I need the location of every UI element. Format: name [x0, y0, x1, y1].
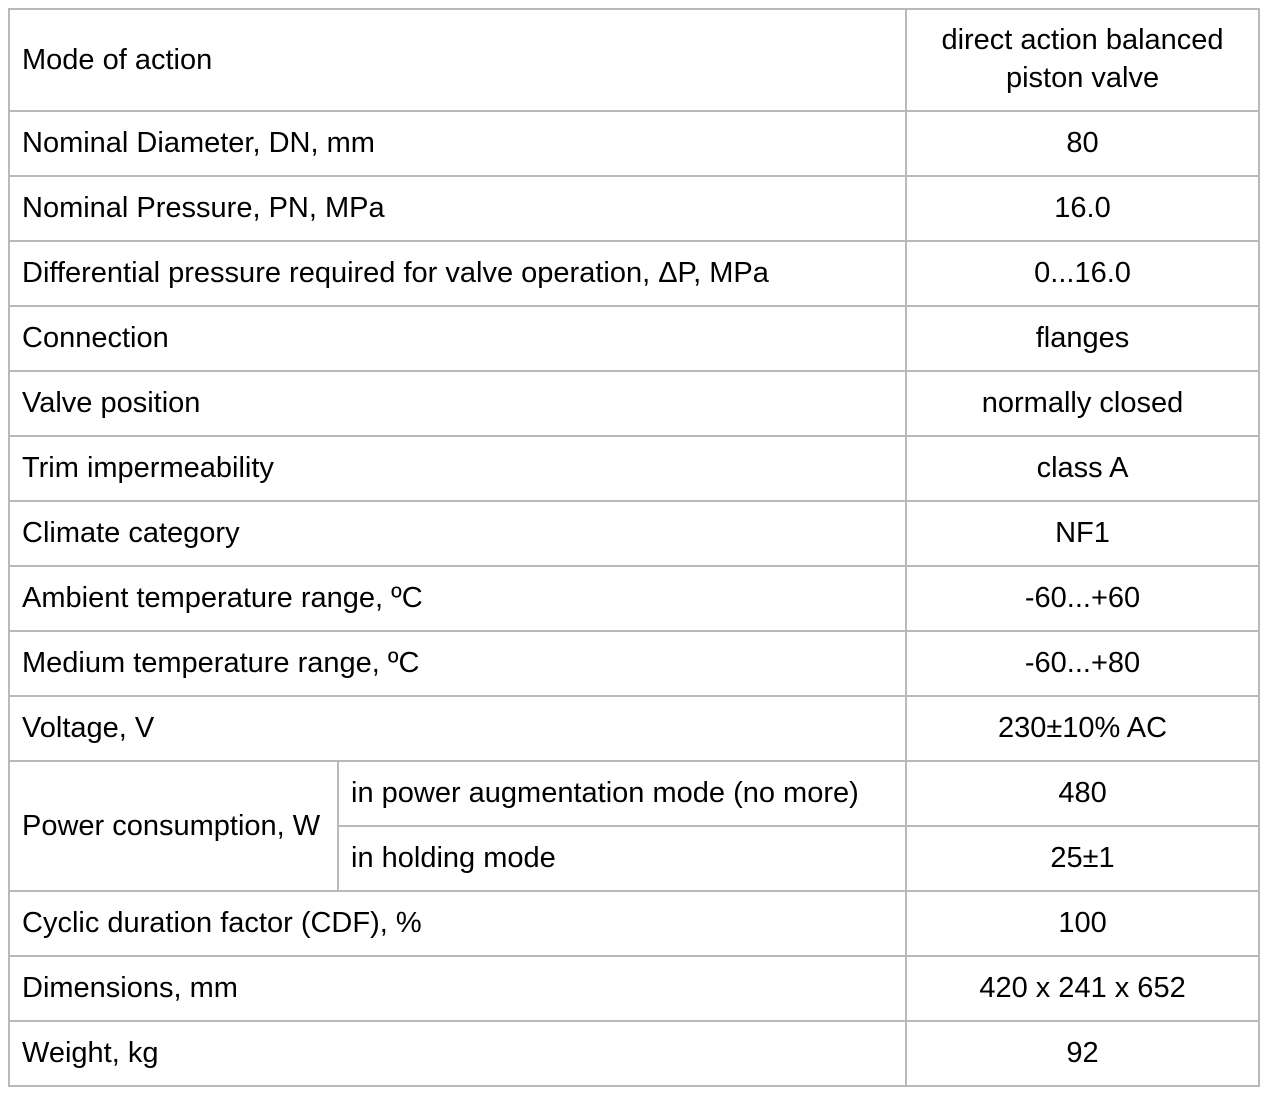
row-label: Climate category: [7, 500, 908, 567]
row-value: 80: [905, 110, 1261, 177]
row-sublabel: in power augmentation mode (no more): [336, 760, 908, 827]
table-row: Voltage, V 230±10% AC: [7, 695, 1261, 762]
row-value: flanges: [905, 305, 1261, 372]
table-row: Valve position normally closed: [7, 370, 1261, 437]
row-label: Valve position: [7, 370, 908, 437]
row-value: 92: [905, 1020, 1261, 1087]
table-row: Trim impermeability class A: [7, 435, 1261, 502]
row-label: Medium temperature range, ºC: [7, 630, 908, 697]
row-label: Differential pressure required for valve…: [7, 240, 908, 307]
row-label: Connection: [7, 305, 908, 372]
row-sublabel: in holding mode: [336, 825, 908, 892]
row-value: direct action balanced piston valve: [905, 8, 1261, 112]
row-label: Ambient temperature range, ºC: [7, 565, 908, 632]
table-row: Weight, kg 92: [7, 1020, 1261, 1087]
row-value: class A: [905, 435, 1261, 502]
row-value: 0...16.0: [905, 240, 1261, 307]
row-label: Cyclic duration factor (CDF), %: [7, 890, 908, 957]
row-value: -60...+60: [905, 565, 1261, 632]
table-row: Climate category NF1: [7, 500, 1261, 567]
table-row: Differential pressure required for valve…: [7, 240, 1261, 307]
row-label: Nominal Pressure, PN, MPa: [7, 175, 908, 242]
row-label: Power consumption, W: [8, 760, 339, 892]
spec-table-body: Mode of action direct action balanced pis…: [7, 8, 1261, 1087]
row-label: Nominal Diameter, DN, mm: [7, 110, 908, 177]
table-row: in holding mode 25±1: [9, 825, 1261, 892]
row-label: Dimensions, mm: [7, 955, 908, 1022]
row-label: Voltage, V: [7, 695, 908, 762]
row-label: Trim impermeability: [7, 435, 908, 502]
table-row: Dimensions, mm 420 x 241 x 652: [7, 955, 1261, 1022]
row-value: normally closed: [905, 370, 1261, 437]
row-value: 480: [905, 760, 1261, 827]
valve-spec-table: Mode of action direct action balanced pis…: [7, 8, 1261, 1087]
table-row: Ambient temperature range, ºC -60...+60: [7, 565, 1261, 632]
table-row: Cyclic duration factor (CDF), % 100: [7, 890, 1261, 957]
row-label: Mode of action: [7, 8, 908, 112]
table-row: Mode of action direct action balanced pis…: [7, 8, 1261, 112]
table-row: Connection flanges: [7, 305, 1261, 372]
row-value: 100: [905, 890, 1261, 957]
row-label: Weight, kg: [7, 1020, 908, 1087]
row-value: NF1: [905, 500, 1261, 567]
table-row: Medium temperature range, ºC -60...+80: [7, 630, 1261, 697]
row-value: 16.0: [905, 175, 1261, 242]
row-value: 25±1: [905, 825, 1261, 892]
table-row: Nominal Diameter, DN, mm 80: [7, 110, 1261, 177]
row-value: -60...+80: [905, 630, 1261, 697]
table-row: Nominal Pressure, PN, MPa 16.0: [7, 175, 1261, 242]
row-value: 420 x 241 x 652: [905, 955, 1261, 1022]
row-value: 230±10% AC: [905, 695, 1261, 762]
